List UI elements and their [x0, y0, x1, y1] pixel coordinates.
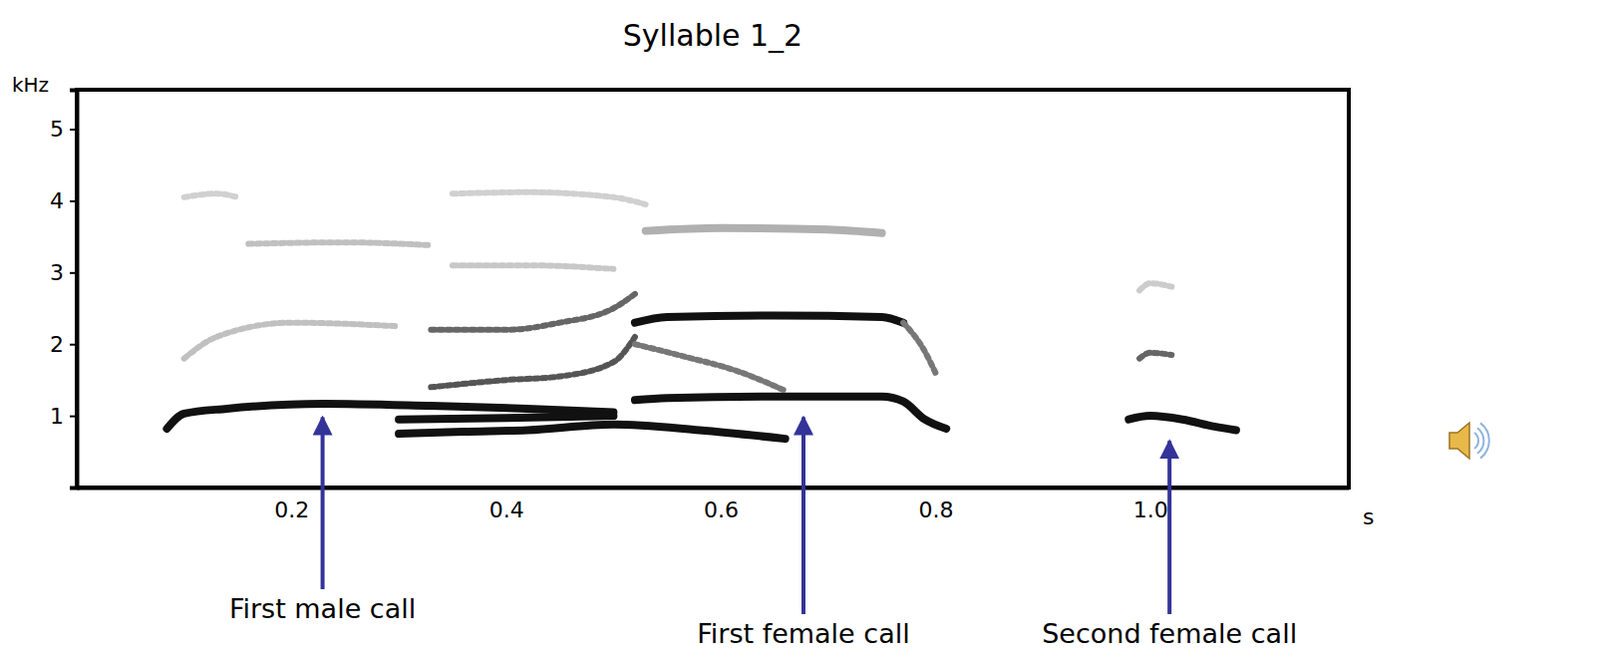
title: Syllable 1_2: [623, 17, 803, 53]
annotation-text: First male call: [229, 593, 416, 625]
y-tick: 5: [49, 116, 77, 142]
trace: [645, 228, 883, 234]
annotation-arrow: [1167, 440, 1172, 615]
plot-frame: [76, 89, 1349, 488]
trace: [184, 322, 399, 359]
trace: [1139, 283, 1172, 291]
annotation-text: Second female call: [1041, 618, 1297, 649]
x-tick-label: 0.6: [703, 497, 739, 523]
trace: [398, 415, 614, 420]
trace: [398, 424, 786, 439]
trace: [430, 294, 636, 330]
x-tick: 0.6: [703, 487, 739, 523]
speaker-wave: [1477, 427, 1484, 454]
trace: [452, 265, 615, 270]
x-tick-label: 1.0: [1133, 497, 1169, 523]
speaker-body[interactable]: [1449, 422, 1470, 459]
x-axis: 0.2 0.4 0.6 0.8 1.0: [77, 487, 1350, 523]
chart: Syllable 1_2 0.2 0.4 0.6 0.8 1.0 1 2 3 4 5kHz s Firs…: [0, 0, 1600, 655]
annotation-arrow: [801, 417, 806, 615]
x-tick-label: 0.8: [918, 497, 954, 523]
y-tick: 3: [49, 260, 77, 286]
trace: [635, 343, 786, 391]
y-tick-label: 3: [49, 260, 64, 286]
y-tick-label: 4: [49, 188, 64, 214]
y-axis-title: kHz: [11, 72, 49, 97]
y-tick: 4: [49, 188, 77, 214]
x-tick-label: 0.4: [489, 497, 525, 523]
speaker-icon[interactable]: [1449, 422, 1490, 459]
trace: [452, 192, 646, 205]
y-tick-label: 1: [49, 403, 64, 429]
x-tick: 0.2: [274, 487, 310, 523]
annotation-text: First female call: [696, 618, 910, 649]
trace: [1139, 352, 1172, 359]
x-tick: 1.0: [1133, 487, 1169, 523]
annotation-arrow: [320, 417, 325, 590]
trace: [1128, 415, 1237, 430]
trace: [635, 396, 947, 429]
trace: [184, 193, 239, 198]
y-tick: 2: [49, 331, 77, 357]
trace: [903, 322, 936, 373]
y-tick-label: 2: [49, 331, 64, 357]
trace: [430, 336, 636, 387]
y-axis: 1 2 3 4 5: [49, 90, 78, 489]
trace: [635, 315, 904, 322]
x-tick: 0.8: [918, 487, 954, 523]
speaker-wave: [1480, 422, 1490, 458]
annotations: First male call First female call Second f…: [229, 417, 1297, 649]
x-axis-title: s: [1362, 504, 1374, 530]
speaker-wave: [1474, 432, 1479, 449]
traces: [166, 192, 1236, 439]
y-tick: 1: [49, 403, 77, 429]
trace: [248, 242, 431, 246]
x-tick: 0.4: [489, 487, 525, 523]
y-tick-label: 5: [49, 116, 64, 142]
x-tick-label: 0.2: [274, 497, 310, 523]
